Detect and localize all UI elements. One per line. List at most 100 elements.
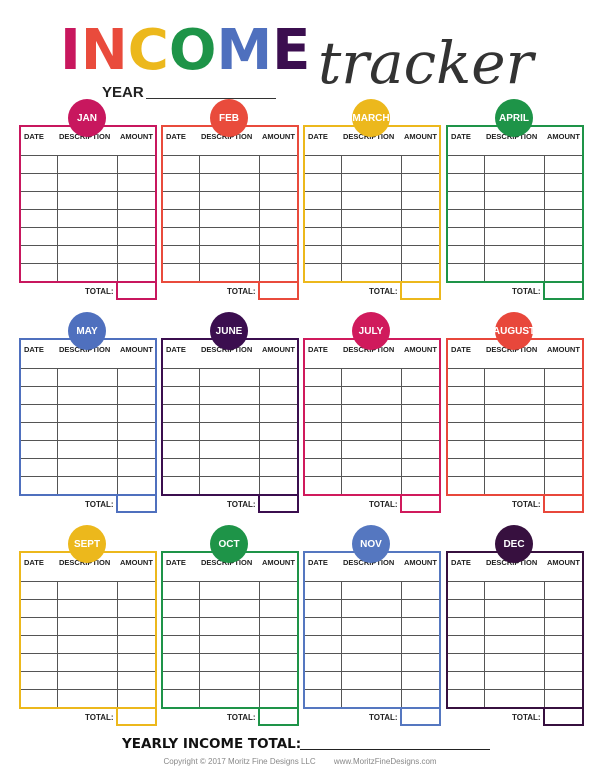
table-row[interactable] <box>305 458 439 476</box>
table-row[interactable] <box>163 191 297 209</box>
table-row[interactable] <box>448 440 582 458</box>
total-input-box[interactable] <box>116 707 157 726</box>
table-row[interactable] <box>448 635 582 653</box>
table-row[interactable] <box>21 422 155 440</box>
table-row[interactable] <box>448 209 582 227</box>
table-row[interactable] <box>448 173 582 191</box>
total-input-box[interactable] <box>543 707 584 726</box>
table-row[interactable] <box>21 581 155 599</box>
table-row[interactable] <box>21 404 155 422</box>
table-row[interactable] <box>448 599 582 617</box>
table-row[interactable] <box>163 671 297 689</box>
table-row[interactable] <box>163 476 297 494</box>
table-row[interactable] <box>163 635 297 653</box>
table-row[interactable] <box>305 263 439 281</box>
table-row[interactable] <box>448 476 582 494</box>
table-row[interactable] <box>448 386 582 404</box>
table-row[interactable] <box>163 617 297 635</box>
year-input-line[interactable] <box>146 98 276 99</box>
table-row[interactable] <box>448 458 582 476</box>
table-row[interactable] <box>163 653 297 671</box>
table-row[interactable] <box>305 440 439 458</box>
total-input-box[interactable] <box>400 494 441 513</box>
table-row[interactable] <box>305 404 439 422</box>
total-input-box[interactable] <box>258 494 299 513</box>
table-row[interactable] <box>448 404 582 422</box>
total-input-box[interactable] <box>543 281 584 300</box>
table-row[interactable] <box>448 653 582 671</box>
table-row[interactable] <box>448 245 582 263</box>
table-row[interactable] <box>305 422 439 440</box>
table-row[interactable] <box>163 386 297 404</box>
table-row[interactable] <box>448 368 582 386</box>
table-row[interactable] <box>305 209 439 227</box>
table-row[interactable] <box>21 386 155 404</box>
table-row[interactable] <box>163 227 297 245</box>
table-row[interactable] <box>21 173 155 191</box>
table-row[interactable] <box>305 155 439 173</box>
table-row[interactable] <box>163 209 297 227</box>
table-row[interactable] <box>448 422 582 440</box>
total-input-box[interactable] <box>543 494 584 513</box>
table-row[interactable] <box>448 671 582 689</box>
total-input-box[interactable] <box>116 494 157 513</box>
table-row[interactable] <box>448 191 582 209</box>
table-row[interactable] <box>305 191 439 209</box>
total-input-box[interactable] <box>116 281 157 300</box>
table-row[interactable] <box>305 368 439 386</box>
table-row[interactable] <box>21 368 155 386</box>
table-row[interactable] <box>163 368 297 386</box>
table-row[interactable] <box>163 599 297 617</box>
table-row[interactable] <box>21 476 155 494</box>
table-row[interactable] <box>21 227 155 245</box>
table-row[interactable] <box>163 440 297 458</box>
table-row[interactable] <box>21 617 155 635</box>
table-row[interactable] <box>21 245 155 263</box>
table-row[interactable] <box>163 173 297 191</box>
table-row[interactable] <box>21 263 155 281</box>
yearly-total-input-line[interactable] <box>300 749 490 750</box>
table-row[interactable] <box>163 404 297 422</box>
table-row[interactable] <box>305 689 439 707</box>
total-input-box[interactable] <box>258 281 299 300</box>
table-row[interactable] <box>305 581 439 599</box>
table-row[interactable] <box>448 581 582 599</box>
table-row[interactable] <box>448 689 582 707</box>
table-row[interactable] <box>305 173 439 191</box>
table-row[interactable] <box>305 671 439 689</box>
table-row[interactable] <box>305 245 439 263</box>
total-input-box[interactable] <box>400 281 441 300</box>
table-row[interactable] <box>21 209 155 227</box>
table-row[interactable] <box>305 476 439 494</box>
table-row[interactable] <box>305 617 439 635</box>
table-row[interactable] <box>21 191 155 209</box>
table-row[interactable] <box>21 440 155 458</box>
table-row[interactable] <box>163 689 297 707</box>
table-row[interactable] <box>448 263 582 281</box>
table-row[interactable] <box>21 689 155 707</box>
table-row[interactable] <box>163 263 297 281</box>
table-row[interactable] <box>448 155 582 173</box>
table-row[interactable] <box>163 458 297 476</box>
table-row[interactable] <box>305 386 439 404</box>
table-row[interactable] <box>21 458 155 476</box>
table-row[interactable] <box>163 581 297 599</box>
row-divider <box>448 671 582 672</box>
table-row[interactable] <box>163 245 297 263</box>
total-input-box[interactable] <box>258 707 299 726</box>
table-row[interactable] <box>305 227 439 245</box>
table-row[interactable] <box>305 653 439 671</box>
table-row[interactable] <box>448 617 582 635</box>
total-input-box[interactable] <box>400 707 441 726</box>
table-row[interactable] <box>21 653 155 671</box>
table-row[interactable] <box>21 599 155 617</box>
table-row[interactable] <box>305 599 439 617</box>
table-row[interactable] <box>21 635 155 653</box>
table-row[interactable] <box>163 155 297 173</box>
table-row[interactable] <box>163 422 297 440</box>
table-row[interactable] <box>305 635 439 653</box>
table-row[interactable] <box>21 155 155 173</box>
website-link[interactable]: www.MoritzFineDesigns.com <box>333 757 437 766</box>
table-row[interactable] <box>21 671 155 689</box>
table-row[interactable] <box>448 227 582 245</box>
